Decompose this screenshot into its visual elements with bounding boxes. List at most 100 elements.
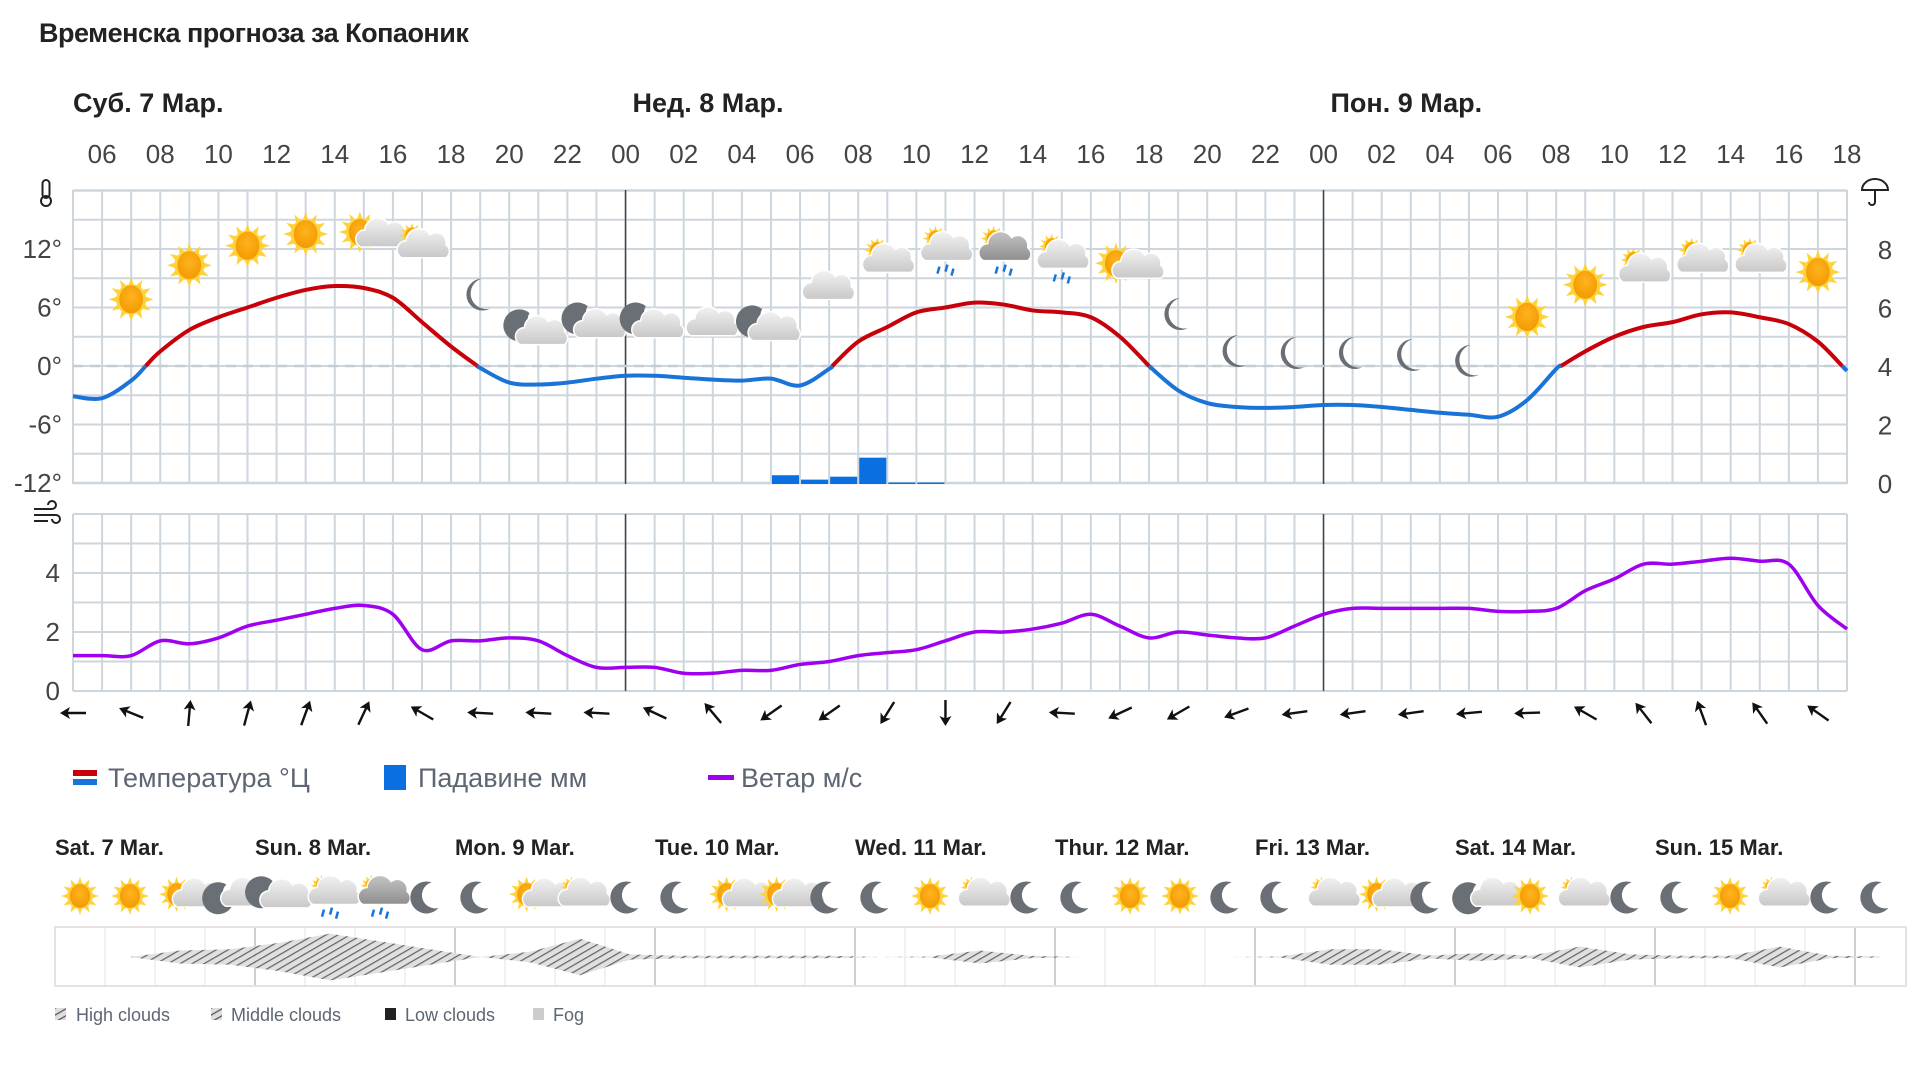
sun-icon <box>1504 294 1550 340</box>
weather-icon-moon <box>1397 338 1421 371</box>
weather-icon-moon <box>410 881 439 914</box>
cloud-icon <box>978 230 1032 262</box>
sun-ray <box>399 234 404 238</box>
arrow-shape <box>242 700 255 726</box>
arrow-shape <box>1752 702 1769 725</box>
sun-ray <box>1095 260 1103 266</box>
rain-drop <box>328 907 334 915</box>
day-label: Нед. 8 Мар. <box>633 88 784 118</box>
sun-ray <box>145 296 154 303</box>
hour-label: 16 <box>1774 139 1803 169</box>
arrow-shape <box>939 700 952 726</box>
temperature-line-below-zero <box>1840 364 1849 373</box>
wind-direction-arrow <box>583 706 610 719</box>
rain-drop <box>334 911 340 919</box>
sun-ray <box>77 876 83 884</box>
hour-label: 08 <box>844 139 873 169</box>
weather-icon-moon <box>1280 337 1305 369</box>
sun-ray <box>910 893 918 899</box>
sun-ray <box>1510 893 1518 899</box>
hour-label: 14 <box>1716 139 1745 169</box>
sun-ray <box>1524 331 1530 340</box>
fog-swatch <box>533 1008 544 1020</box>
precip-axis-label: 4 <box>1878 352 1892 382</box>
sun-ray <box>724 876 729 883</box>
arrow-shape <box>1048 706 1075 719</box>
sun-ray <box>320 231 329 237</box>
legend-precipitation: Падавине мм <box>418 763 587 793</box>
temp-axis-label: -12° <box>14 468 62 498</box>
hour-label: 18 <box>1833 139 1862 169</box>
sun-ray <box>1560 886 1565 889</box>
weather-icon-sun <box>225 223 270 269</box>
sun-icon <box>60 876 100 916</box>
wind-direction-arrow <box>880 701 896 725</box>
weather-icon-moon <box>1060 881 1089 914</box>
sun-icon <box>110 876 150 916</box>
arrow-shape <box>642 706 667 720</box>
sun-ray <box>1815 249 1821 258</box>
sun-ray <box>1527 876 1533 884</box>
hour-label: 08 <box>1542 139 1571 169</box>
hour-label: 22 <box>1251 139 1280 169</box>
arrow-shape <box>1694 700 1708 726</box>
wind-direction-arrow <box>1514 707 1541 720</box>
sun-icon <box>1710 876 1750 916</box>
arrow-shape <box>996 701 1012 725</box>
rain-drop <box>944 264 949 272</box>
weather-icon-rain-day-dark <box>357 874 412 919</box>
hour-label: 16 <box>1076 139 1105 169</box>
sun-ray <box>1358 892 1366 897</box>
weather-icon-moon <box>1810 881 1839 914</box>
cloud-icon <box>1111 248 1165 279</box>
wind-direction-arrow <box>760 704 783 721</box>
weather-icon-sun <box>110 876 150 916</box>
sun-icon <box>910 876 950 916</box>
sun-ray <box>1050 233 1054 239</box>
hour-label: 16 <box>378 139 407 169</box>
cloud-icon <box>685 305 739 337</box>
wind-direction-arrow <box>1166 705 1190 720</box>
weather-icon-moon <box>1660 881 1689 914</box>
hour-label: 18 <box>1135 139 1164 169</box>
sun-disc <box>1573 270 1598 299</box>
wind-direction-arrow <box>525 706 552 719</box>
wind-direction-arrow <box>818 704 841 721</box>
moon-icon <box>1164 298 1189 330</box>
precip-axis-label: 0 <box>1878 469 1892 499</box>
sun-ray <box>1582 299 1588 308</box>
wind-direction-arrow <box>357 701 371 726</box>
sun-ray <box>708 892 716 897</box>
sun-ray <box>1678 248 1684 252</box>
cloud-icon <box>357 874 412 906</box>
legend-temp-swatch-blue <box>73 779 97 785</box>
sun-icon <box>1795 249 1841 295</box>
hour-label: 06 <box>88 139 117 169</box>
page-title: Временска прогноза за Копаоник <box>39 18 469 48</box>
sun-ray <box>186 279 192 288</box>
arrow-shape <box>60 707 86 719</box>
weather-icon-cloudy-night <box>245 876 313 909</box>
precip-axis-label: 8 <box>1878 235 1892 265</box>
sun-ray <box>560 886 565 889</box>
sun-ray <box>1110 893 1118 899</box>
wind-direction-arrow <box>704 703 723 724</box>
sun-ray <box>158 892 166 897</box>
rain-drop <box>950 268 955 276</box>
sun-ray <box>1142 893 1150 899</box>
arrow-shape <box>300 700 313 726</box>
sun-ray <box>225 243 234 249</box>
sun-ray <box>127 876 133 884</box>
moon-icon <box>1397 338 1421 371</box>
cloud-icon <box>1617 252 1672 283</box>
sun-ray <box>244 223 251 232</box>
outlook-day-label: Sun. 8 Mar. <box>255 835 371 860</box>
cloud-icon <box>1307 876 1362 907</box>
hour-label: 10 <box>1600 139 1629 169</box>
sun-ray <box>108 296 117 303</box>
temperature-line-below-zero <box>475 364 835 388</box>
sun-ray <box>127 908 133 916</box>
weather-icon-moon <box>1410 881 1439 914</box>
weather-icon-cloudy-night <box>619 302 685 339</box>
